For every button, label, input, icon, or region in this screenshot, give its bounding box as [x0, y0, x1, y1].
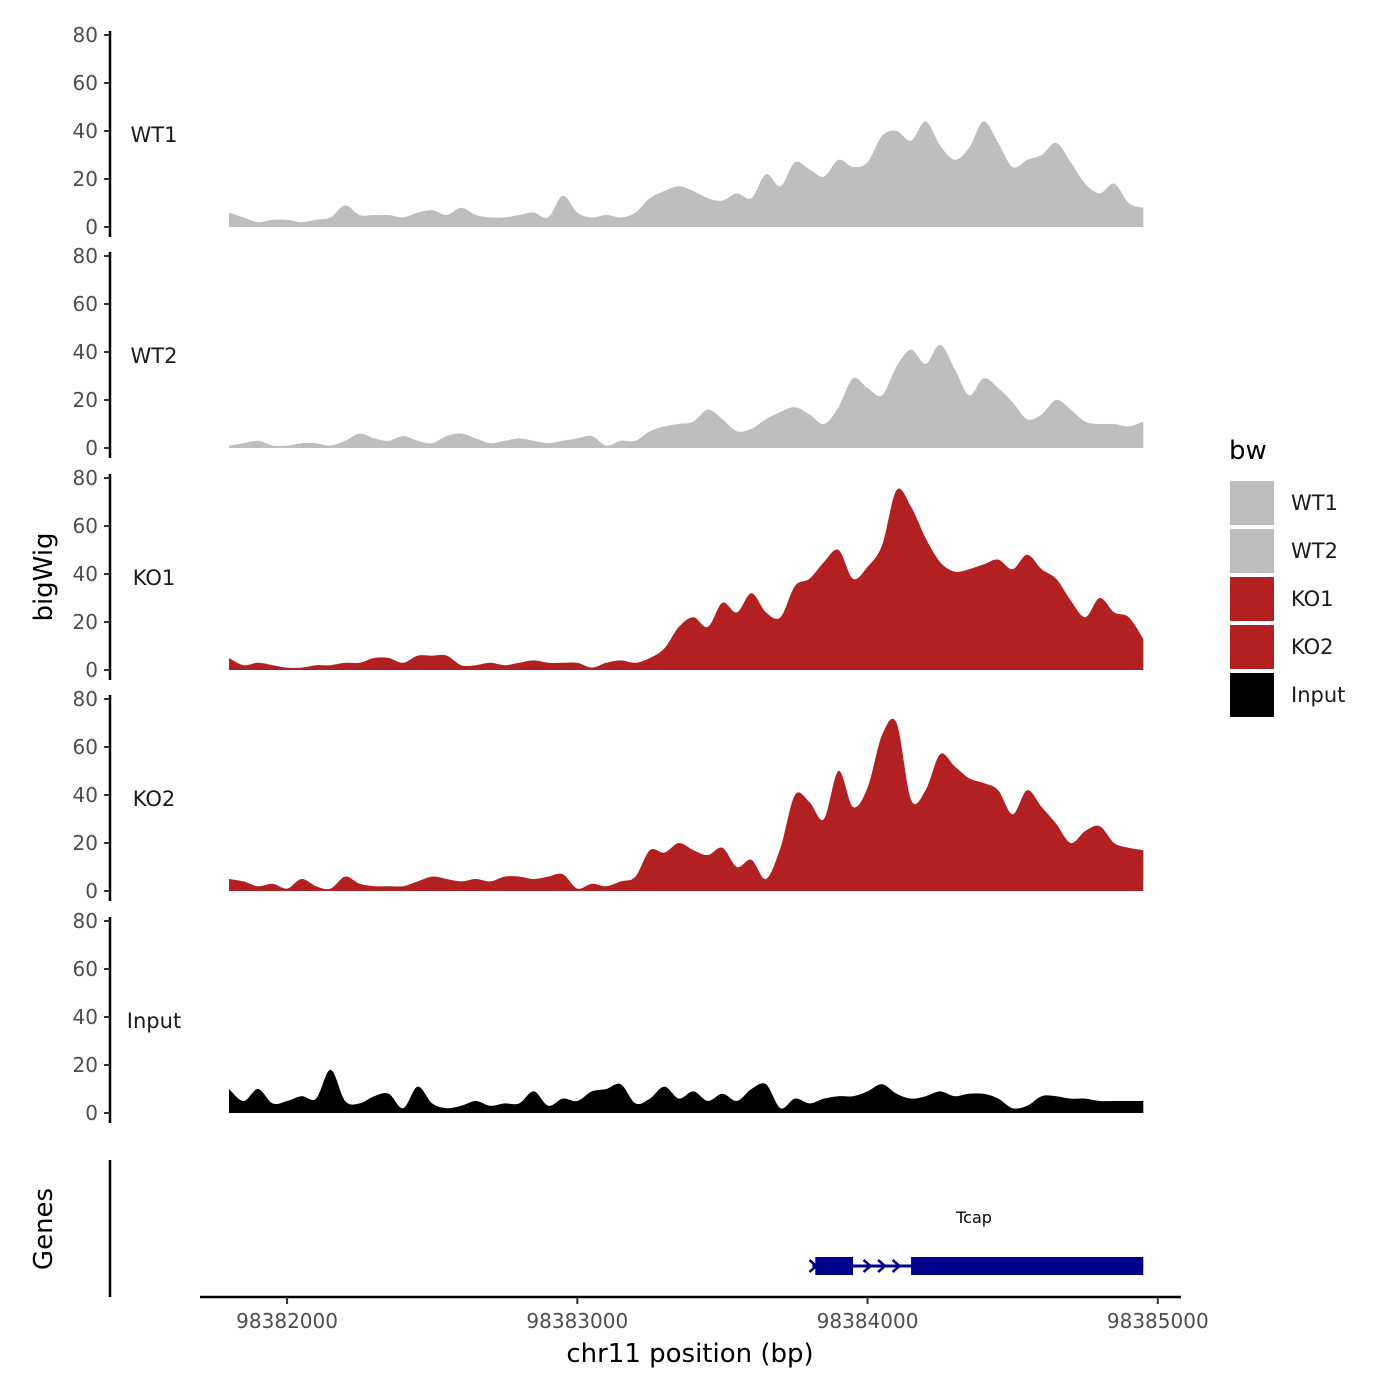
y-tick-label: 0 [85, 215, 98, 239]
track-label: Input [127, 1009, 181, 1033]
legend-title: bw [1229, 436, 1267, 466]
y-tick-label: 60 [73, 514, 98, 538]
gene-label: Tcap [955, 1208, 992, 1227]
track-label: KO2 [133, 787, 176, 811]
y-tick-label: 80 [73, 687, 98, 711]
x-tick-label: 98382000 [236, 1309, 338, 1333]
genes-axis-title: Genes [29, 1188, 59, 1270]
y-tick-label: 60 [73, 71, 98, 95]
track-wt2: 0 20 40 60 80 WT2 [73, 244, 1144, 460]
legend-item-ko1: KO1 [1228, 575, 1334, 623]
legend-item-wt2: WT2 [1228, 527, 1338, 575]
y-tick-label: 20 [73, 167, 98, 191]
y-tick-label: 0 [85, 436, 98, 460]
y-tick-label: 60 [73, 735, 98, 759]
y-tick-label: 80 [73, 244, 98, 268]
legend-item-wt1: WT1 [1228, 479, 1338, 527]
legend-label: WT1 [1291, 491, 1338, 515]
y-tick-label: 40 [73, 783, 98, 807]
track-panels: 0 20 40 60 80 WT1 0 20 40 60 80 WT2 0 20 40 60 80 KO1 0 20 4… [73, 23, 1144, 1125]
y-tick-label: 20 [73, 610, 98, 634]
legend-swatch [1228, 671, 1276, 719]
y-tick-label: 80 [73, 909, 98, 933]
y-tick-label: 40 [73, 119, 98, 143]
x-tick-label: 98384000 [817, 1309, 919, 1333]
y-tick-label: 40 [73, 340, 98, 364]
y-axis-title: bigWig [29, 532, 59, 621]
legend-label: KO2 [1291, 635, 1334, 659]
gene-exon [911, 1257, 1144, 1275]
strand-arrow [877, 1259, 887, 1273]
x-tick-label: 98383000 [526, 1309, 628, 1333]
legend: bw WT1 WT2 KO1 KO2 Input [1228, 436, 1345, 719]
legend-item-input: Input [1228, 671, 1345, 719]
y-tick-label: 20 [73, 831, 98, 855]
legend-swatch [1228, 623, 1276, 671]
legend-label: KO1 [1291, 587, 1334, 611]
y-tick-label: 0 [85, 879, 98, 903]
track-ko1: 0 20 40 60 80 KO1 [73, 466, 1144, 682]
coverage-area-input [229, 1069, 1144, 1113]
y-tick-label: 80 [73, 466, 98, 490]
coverage-area-ko2 [229, 718, 1144, 891]
x-tick-label: 98385000 [1107, 1309, 1209, 1333]
legend-label: WT2 [1291, 539, 1338, 563]
track-ko2: 0 20 40 60 80 KO2 [73, 687, 1144, 903]
strand-arrow [891, 1259, 902, 1273]
y-tick-label: 40 [73, 562, 98, 586]
gene-tcap: Tcap [808, 1208, 1144, 1275]
x-axis-title: chr11 position (bp) [566, 1339, 813, 1369]
y-tick-label: 20 [73, 1053, 98, 1077]
y-tick-label: 80 [73, 23, 98, 47]
y-tick-label: 60 [73, 957, 98, 981]
coverage-area-ko1 [229, 488, 1144, 670]
strand-arrow [862, 1259, 873, 1273]
y-tick-label: 40 [73, 1005, 98, 1029]
track-input: 0 20 40 60 80 Input [73, 909, 1144, 1125]
coverage-area-wt2 [229, 344, 1144, 448]
track-label: WT2 [131, 344, 178, 368]
genes-panel: Tcap [108, 1160, 1144, 1297]
legend-swatch [1228, 479, 1276, 527]
coverage-area-wt1 [229, 121, 1144, 227]
track-label: KO1 [133, 566, 176, 590]
y-tick-label: 20 [73, 388, 98, 412]
legend-label: Input [1291, 683, 1345, 707]
legend-item-ko2: KO2 [1228, 623, 1334, 671]
y-tick-label: 0 [85, 1101, 98, 1125]
track-wt1: 0 20 40 60 80 WT1 [73, 23, 1144, 239]
y-tick-label: 60 [73, 292, 98, 316]
track-label: WT1 [131, 123, 178, 147]
x-axis: 98382000 98383000 98384000 98385000 [200, 1295, 1209, 1333]
y-tick-label: 0 [85, 658, 98, 682]
gene-exon [815, 1257, 854, 1275]
legend-swatch [1228, 527, 1276, 575]
legend-swatch [1228, 575, 1276, 623]
